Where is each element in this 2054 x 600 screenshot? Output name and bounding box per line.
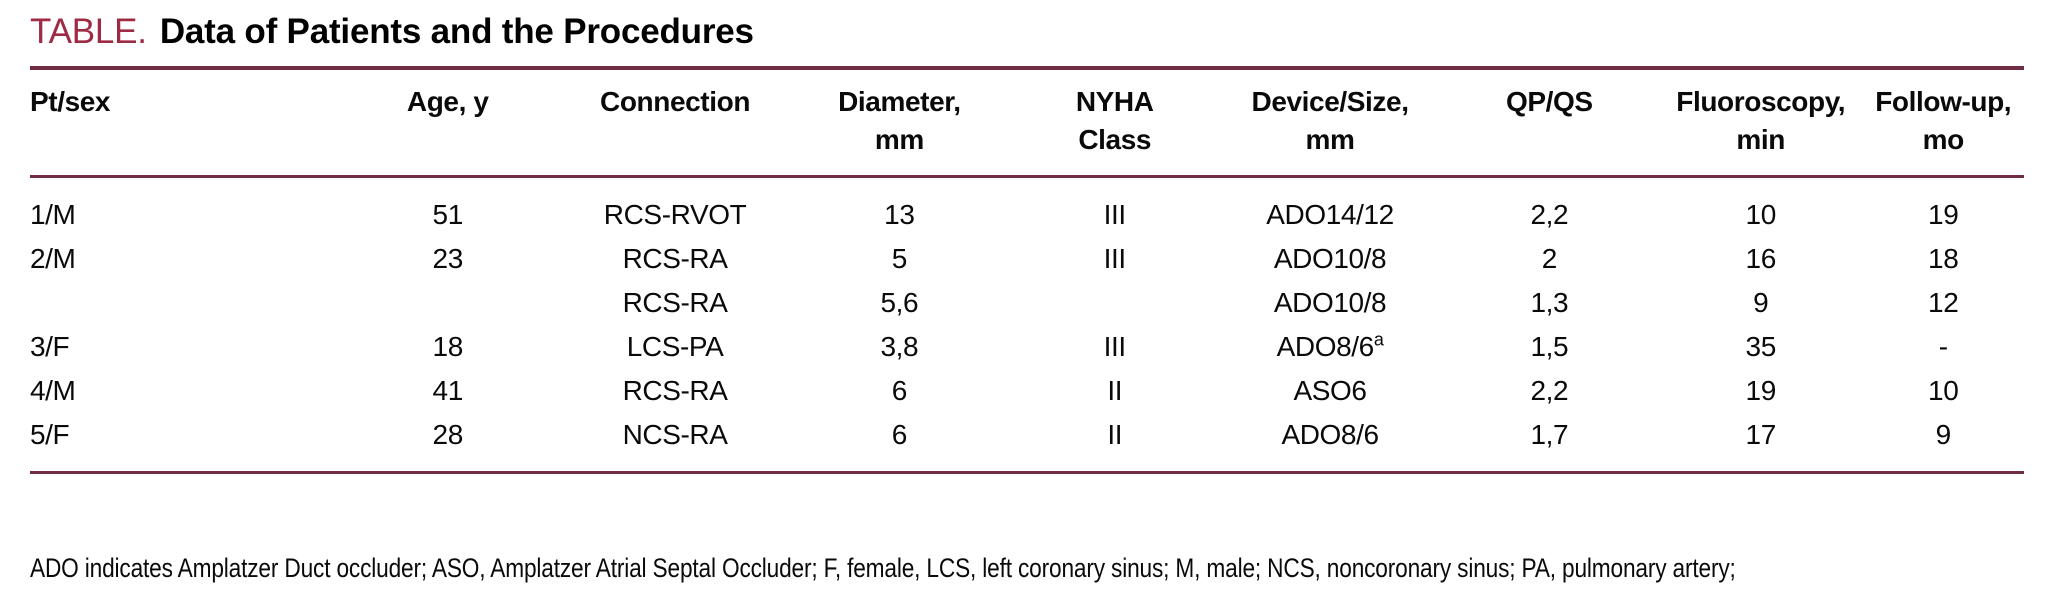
col-header-qp-qs: QP/QS bbox=[1439, 68, 1660, 178]
cell-follow-up: 10 bbox=[1928, 375, 1959, 406]
cell-nyha: III bbox=[1103, 331, 1127, 362]
cell-nyha: III bbox=[1103, 243, 1127, 274]
cell-connection: RCS-RA bbox=[622, 287, 728, 318]
table-header: Pt/sex Age, y Connection Diameter, mm NY… bbox=[30, 68, 2024, 178]
table-row: 4/M 41 RCS-RA 6 II ASO6 2,2 19 10 bbox=[30, 369, 2024, 413]
cell-fluoroscopy: 19 bbox=[1745, 375, 1777, 406]
col-header-diameter: Diameter, mm bbox=[789, 68, 1010, 178]
cell-diameter: 3,8 bbox=[880, 331, 919, 362]
cell-connection: RCS-RA bbox=[622, 243, 728, 274]
cell-qp-qs: 1,3 bbox=[1530, 287, 1569, 318]
header-subline bbox=[30, 121, 335, 159]
cell-pt-sex: 1/M bbox=[30, 199, 76, 230]
cell-age: 51 bbox=[432, 199, 464, 230]
cell-pt-sex: 5/F bbox=[30, 419, 70, 450]
cell-nyha bbox=[1009, 281, 1220, 325]
device-size-value: ADO8/6 bbox=[1276, 331, 1375, 362]
header-subline: mm bbox=[874, 124, 924, 155]
col-header-device-size: Device/Size, mm bbox=[1220, 68, 1440, 178]
col-header-fluoroscopy: Fluoroscopy, min bbox=[1659, 68, 1863, 178]
cell-connection: NCS-RA bbox=[622, 419, 728, 450]
table-number-label: TABLE. bbox=[30, 12, 147, 51]
cell-fluoroscopy: 10 bbox=[1745, 199, 1777, 230]
table-row: 2/M 23 RCS-RA 5 III ADO10/8 2 16 18 bbox=[30, 237, 2024, 281]
header-line: Device/Size, bbox=[1251, 86, 1409, 117]
cell-device-size: ADO10/8 bbox=[1273, 243, 1387, 274]
cell-fluoroscopy: 17 bbox=[1745, 419, 1777, 450]
header-line: NYHA bbox=[1075, 86, 1154, 117]
table-row: RCS-RA 5,6 ADO10/8 1,3 9 12 bbox=[30, 281, 2024, 325]
cell-fluoroscopy: 9 bbox=[1753, 287, 1769, 318]
abbreviations-line-1: ADO indicates Amplatzer Duct occluder; A… bbox=[30, 553, 1736, 583]
cell-device-size: ASO6 bbox=[1293, 375, 1367, 406]
header-row: Pt/sex Age, y Connection Diameter, mm NY… bbox=[30, 68, 2024, 178]
col-header-nyha-class: NYHA Class bbox=[1009, 68, 1221, 178]
cell-diameter: 6 bbox=[891, 375, 908, 406]
header-line: QP/QS bbox=[1506, 86, 1593, 117]
cell-pt-sex: 3/F bbox=[30, 331, 70, 362]
cell-pt-sex: 4/M bbox=[30, 375, 76, 406]
header-subline: mm bbox=[1305, 124, 1355, 155]
cell-age: 28 bbox=[432, 419, 464, 450]
header-line: Pt/sex bbox=[30, 86, 111, 117]
cell-diameter: 13 bbox=[884, 199, 915, 230]
cell-connection: RCS-RVOT bbox=[603, 199, 747, 230]
cell-pt-sex: 2/M bbox=[30, 243, 76, 274]
cell-age: 23 bbox=[432, 243, 464, 274]
col-header-pt-sex: Pt/sex bbox=[30, 68, 336, 178]
cell-connection: LCS-PA bbox=[626, 331, 724, 362]
cell-follow-up: - bbox=[1938, 331, 1948, 362]
cell-qp-qs: 2,2 bbox=[1530, 199, 1569, 230]
table-row: 3/F 18 LCS-PA 3,8 III ADO8/6a 1,5 35 - bbox=[30, 325, 2024, 369]
table-title-text: Data of Patients and the Procedures bbox=[159, 12, 754, 51]
table-footnotes: ADO indicates Amplatzer Duct occluder; A… bbox=[30, 483, 1736, 600]
table-row: 5/F 28 NCS-RA 6 II ADO8/6 1,7 17 9 bbox=[30, 413, 2024, 473]
cell-pt-sex bbox=[30, 281, 335, 325]
header-subline: mo bbox=[1922, 124, 1965, 155]
header-line: Follow-up, bbox=[1875, 86, 2012, 117]
cell-nyha: II bbox=[1107, 419, 1123, 450]
cell-qp-qs: 2 bbox=[1541, 243, 1558, 274]
cell-qp-qs: 1,5 bbox=[1530, 331, 1569, 362]
header-subline bbox=[1440, 121, 1659, 159]
footnote-marker: a bbox=[1373, 329, 1384, 350]
cell-qp-qs: 1,7 bbox=[1530, 419, 1569, 450]
cell-diameter: 5 bbox=[891, 243, 908, 274]
table-title: TABLE. Data of Patients and the Procedure… bbox=[30, 0, 2024, 51]
cell-follow-up: 19 bbox=[1928, 199, 1959, 230]
cell-follow-up: 12 bbox=[1928, 287, 1959, 318]
cell-device-size: ADO8/6a bbox=[1220, 325, 1439, 369]
cell-age bbox=[335, 281, 560, 325]
col-header-connection: Connection bbox=[560, 68, 790, 178]
col-header-age: Age, y bbox=[335, 68, 561, 178]
header-line: Connection bbox=[600, 86, 751, 117]
col-header-follow-up: Follow-up, mo bbox=[1862, 68, 2024, 178]
cell-fluoroscopy: 16 bbox=[1745, 243, 1777, 274]
header-subline: min bbox=[1736, 124, 1786, 155]
cell-age: 18 bbox=[432, 331, 464, 362]
table-row: 1/M 51 RCS-RVOT 13 III ADO14/12 2,2 10 1… bbox=[30, 177, 2024, 238]
header-line: Fluoroscopy, bbox=[1676, 86, 1846, 117]
cell-age: 41 bbox=[432, 375, 464, 406]
cell-qp-qs: 2,2 bbox=[1530, 375, 1569, 406]
cell-device-size: ADO10/8 bbox=[1273, 287, 1387, 318]
header-line: Diameter, bbox=[838, 86, 961, 117]
header-subline bbox=[560, 121, 789, 159]
cell-follow-up: 9 bbox=[1935, 419, 1952, 450]
cell-follow-up: 18 bbox=[1928, 243, 1959, 274]
cell-connection: RCS-RA bbox=[622, 375, 728, 406]
cell-diameter: 6 bbox=[891, 419, 908, 450]
cell-device-size: ADO8/6 bbox=[1281, 419, 1379, 450]
cell-device-size: ADO14/12 bbox=[1266, 199, 1394, 230]
cell-fluoroscopy: 35 bbox=[1745, 331, 1777, 362]
header-line: Age, y bbox=[406, 86, 489, 117]
patients-procedures-table: Pt/sex Age, y Connection Diameter, mm NY… bbox=[30, 66, 2024, 474]
header-subline: Class bbox=[1078, 124, 1152, 155]
cell-diameter: 5,6 bbox=[880, 287, 919, 318]
table-body: 1/M 51 RCS-RVOT 13 III ADO14/12 2,2 10 1… bbox=[30, 177, 2024, 473]
cell-nyha: II bbox=[1107, 375, 1123, 406]
header-subline bbox=[335, 121, 560, 159]
cell-nyha: III bbox=[1103, 199, 1127, 230]
